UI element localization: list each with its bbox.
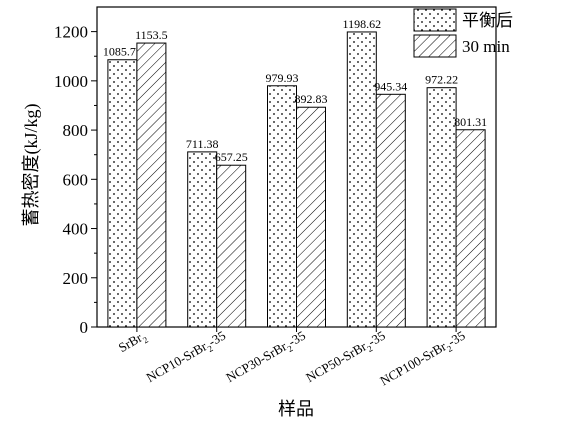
x-tick-label: SrBr2: [116, 328, 150, 358]
data-label: 1085.71: [103, 45, 142, 59]
bar: [426, 87, 457, 328]
y-tick-label: 0: [80, 318, 89, 337]
bar: [107, 59, 138, 328]
data-label: 945.34: [374, 79, 407, 93]
legend-label: 平衡后: [462, 11, 513, 30]
bar: [375, 93, 406, 328]
data-label: 979.93: [266, 71, 299, 85]
y-axis: 0 200 400 600 800 1000 1200: [54, 23, 97, 337]
y-tick-label: 600: [63, 170, 89, 189]
legend-swatch: [413, 8, 457, 32]
y-axis-title: 蓄热密度(kJ/kg): [21, 104, 42, 227]
y-tick-label: 400: [63, 220, 89, 239]
y-tick-label: 800: [63, 121, 89, 140]
x-tick-label: NCP100-SrBr2-35: [377, 328, 469, 391]
data-label: 711.38: [186, 137, 219, 151]
y-tick-label: 1000: [54, 72, 88, 91]
bar: [267, 85, 297, 328]
y-tick-label: 1200: [54, 23, 88, 42]
bar: [346, 31, 377, 328]
bar: [296, 106, 326, 328]
y-tick-label: 200: [63, 269, 89, 288]
x-tick-label: NCP50-SrBr2-35: [303, 328, 389, 388]
data-label: 892.83: [295, 92, 328, 106]
data-label: 1153.5: [135, 28, 168, 42]
bar: [455, 129, 486, 328]
bar: [136, 42, 167, 328]
data-label: 801.31: [454, 115, 487, 129]
data-label: 972.22: [425, 73, 458, 87]
x-axis: SrBr2NCP10-SrBr2-35NCP30-SrBr2-35NCP50-S…: [116, 327, 469, 391]
data-label: 657.25: [215, 150, 248, 164]
x-tick-label: NCP10-SrBr2-35: [144, 328, 230, 388]
legend-label: 30 min: [462, 37, 510, 56]
bar: [187, 151, 218, 328]
legend-swatch: [413, 34, 457, 58]
bar: [216, 164, 247, 328]
data-label: 1198.62: [343, 17, 382, 31]
legend: 平衡后 30 min: [413, 8, 513, 58]
x-axis-title: 样品: [278, 399, 314, 419]
x-tick-label: NCP30-SrBr2-35: [223, 328, 309, 388]
